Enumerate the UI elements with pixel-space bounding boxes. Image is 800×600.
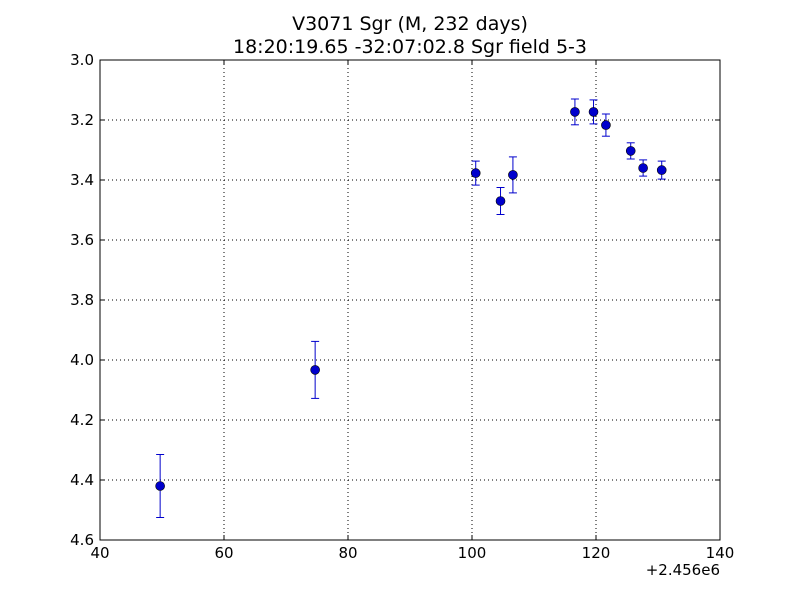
data-point bbox=[625, 146, 636, 156]
data-point bbox=[601, 120, 611, 130]
chart-title-line2: 18:20:19.65 -32:07:02.8 Sgr field 5-3 bbox=[233, 36, 587, 58]
y-tick-labels: 3.0 3.2 3.4 3.6 3.8 4.0 4.2 4.4 4.6 bbox=[70, 51, 94, 549]
x-tick-label: 140 bbox=[706, 544, 735, 562]
data-points bbox=[155, 107, 667, 491]
y-tick-label: 4.0 bbox=[70, 351, 94, 369]
x-tick-label: 80 bbox=[338, 544, 357, 562]
data-point bbox=[508, 170, 518, 180]
data-point bbox=[470, 168, 481, 178]
y-tick-label: 3.8 bbox=[70, 291, 94, 309]
x-tick-label: 40 bbox=[90, 544, 109, 562]
data-point bbox=[495, 196, 506, 206]
x-tick-label: 120 bbox=[582, 544, 611, 562]
y-tick-label: 3.6 bbox=[70, 231, 94, 249]
grid bbox=[100, 60, 720, 540]
x-tick-labels: 40 60 80 100 120 140 bbox=[90, 544, 734, 562]
data-point bbox=[656, 165, 667, 175]
y-tick-label: 4.2 bbox=[70, 411, 94, 429]
y-tick-label: 3.4 bbox=[70, 171, 94, 189]
y-tick-label: 3.2 bbox=[70, 111, 94, 129]
y-tick-label: 4.4 bbox=[70, 471, 94, 489]
data-point bbox=[570, 107, 580, 117]
y-tick-label: 4.6 bbox=[70, 531, 94, 549]
chart-title-line1: V3071 Sgr (M, 232 days) bbox=[292, 13, 528, 35]
x-tick-label: 60 bbox=[214, 544, 233, 562]
data-point bbox=[588, 107, 599, 117]
x-tick-label: 100 bbox=[458, 544, 487, 562]
x-offset-label: +2.456e6 bbox=[646, 561, 720, 579]
data-point bbox=[155, 481, 165, 491]
plot-frame bbox=[99, 59, 721, 541]
data-point bbox=[638, 163, 648, 173]
y-tick-label: 3.0 bbox=[70, 51, 94, 69]
data-point bbox=[310, 365, 320, 375]
